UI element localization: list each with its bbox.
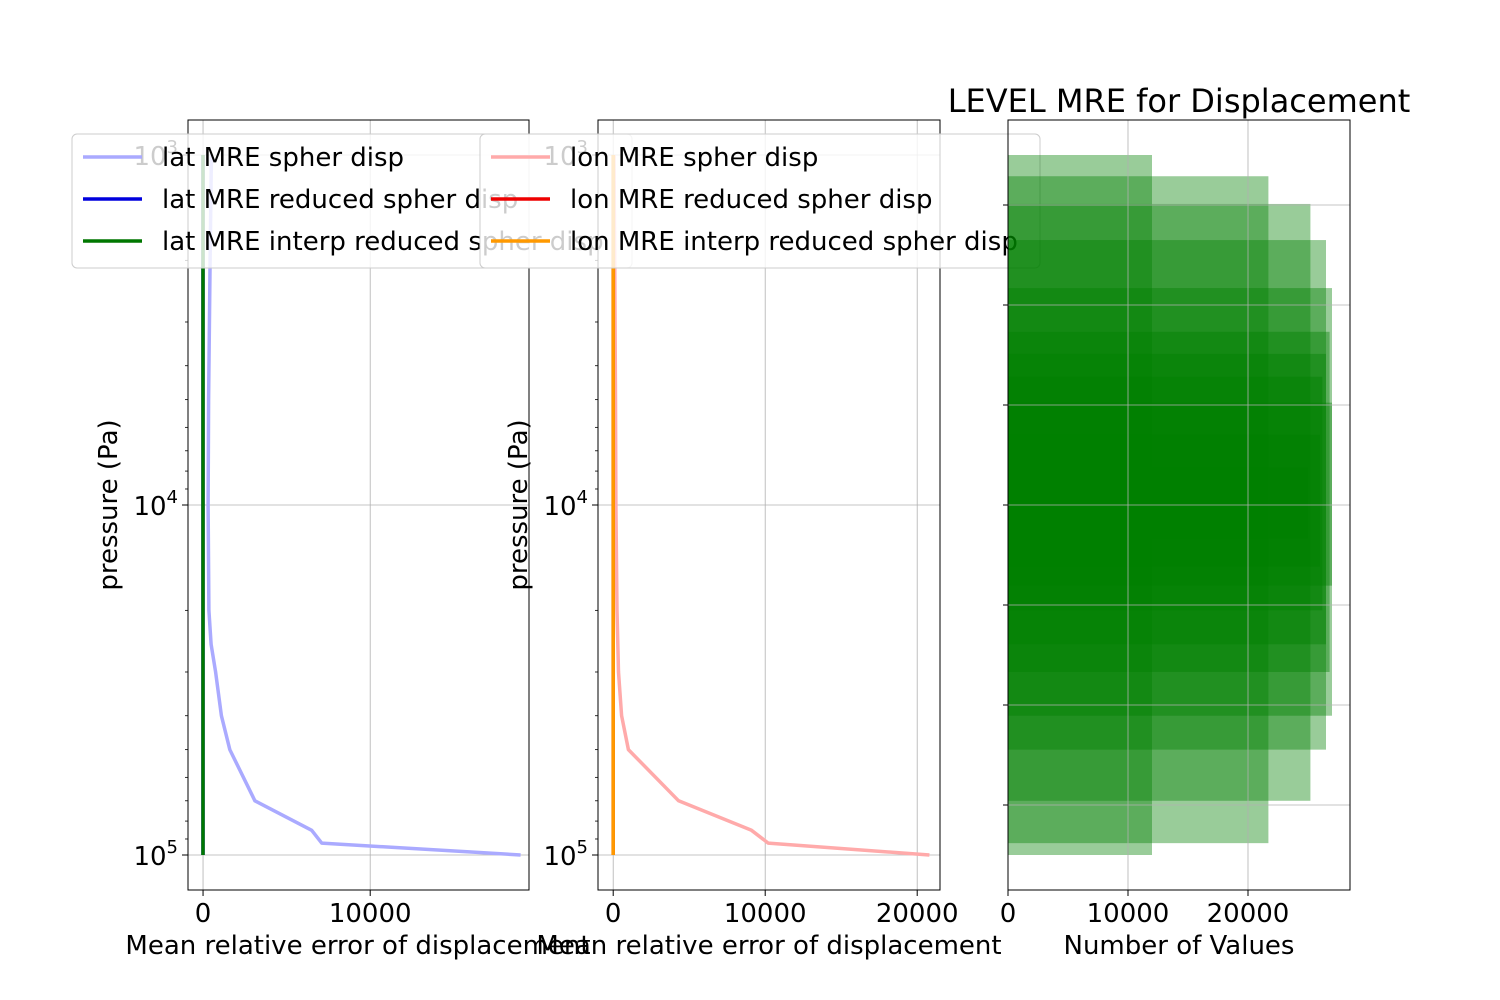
x-tick-label: 20000: [876, 899, 959, 929]
legend-box: [479, 133, 1041, 269]
panel-level-histogram: 0 10000 20000 LEVEL MRE for Displacement N…: [948, 82, 1411, 961]
y-ticks: [1003, 204, 1008, 806]
histogram-bar-8: [1008, 376, 1323, 611]
y-axis-label: pressure (Pa): [94, 419, 124, 590]
legend-label-3: lon MRE interp reduced spher disp: [570, 227, 1018, 257]
legend-label-1: lon MRE spher disp: [570, 143, 818, 173]
y-axis-label: pressure (Pa): [504, 419, 534, 590]
y-tick-label: 105: [543, 837, 588, 872]
x-ticks: 0 10000: [195, 890, 412, 929]
histogram-bar-3: [1008, 203, 1311, 801]
legend-label-1: lat MRE spher disp: [162, 143, 404, 173]
series-line-1: [206, 154, 521, 857]
histogram-bar-7: [1008, 353, 1326, 645]
histogram-bar-5: [1008, 288, 1332, 716]
x-axis-label: Number of Values: [1064, 931, 1295, 961]
series-lines: [201, 154, 521, 857]
legend-label-2: lon MRE reduced spher disp: [570, 185, 932, 215]
x-tick-label: 10000: [329, 899, 412, 929]
x-tick-label: 10000: [724, 899, 807, 929]
legend-label-2: lat MRE reduced spher disp: [162, 185, 518, 215]
x-ticks: 0 10000 20000: [1000, 890, 1290, 929]
y-tick-label: 104: [133, 487, 178, 522]
legend: lon MRE spher disp lon MRE reduced spher …: [479, 133, 1041, 269]
histogram-bar-6: [1008, 331, 1330, 672]
x-axis-label: Mean relative error of displacement: [536, 931, 1001, 961]
series-lines: [611, 154, 930, 857]
x-ticks: 0 10000 20000: [605, 890, 959, 929]
histogram-bar-10: [1008, 434, 1320, 567]
x-axis-label: Mean relative error of displacement: [125, 931, 590, 961]
x-tick-label: 0: [195, 899, 212, 929]
x-tick-label: 0: [1000, 899, 1017, 929]
histogram-bar-2: [1008, 176, 1269, 844]
histogram-bar-11: [1008, 467, 1308, 539]
y-tick-label: 104: [543, 487, 588, 522]
chart-title: LEVEL MRE for Displacement: [948, 82, 1411, 120]
histogram-bar-9: [1008, 402, 1332, 586]
x-tick-label: 10000: [1087, 899, 1170, 929]
histogram-bars: [1008, 155, 1332, 855]
series-line-1: [612, 154, 930, 857]
histogram-bar-4: [1008, 240, 1326, 750]
x-tick-label: 20000: [1207, 899, 1290, 929]
x-tick-label: 0: [605, 899, 622, 929]
y-tick-label: 105: [133, 837, 178, 872]
